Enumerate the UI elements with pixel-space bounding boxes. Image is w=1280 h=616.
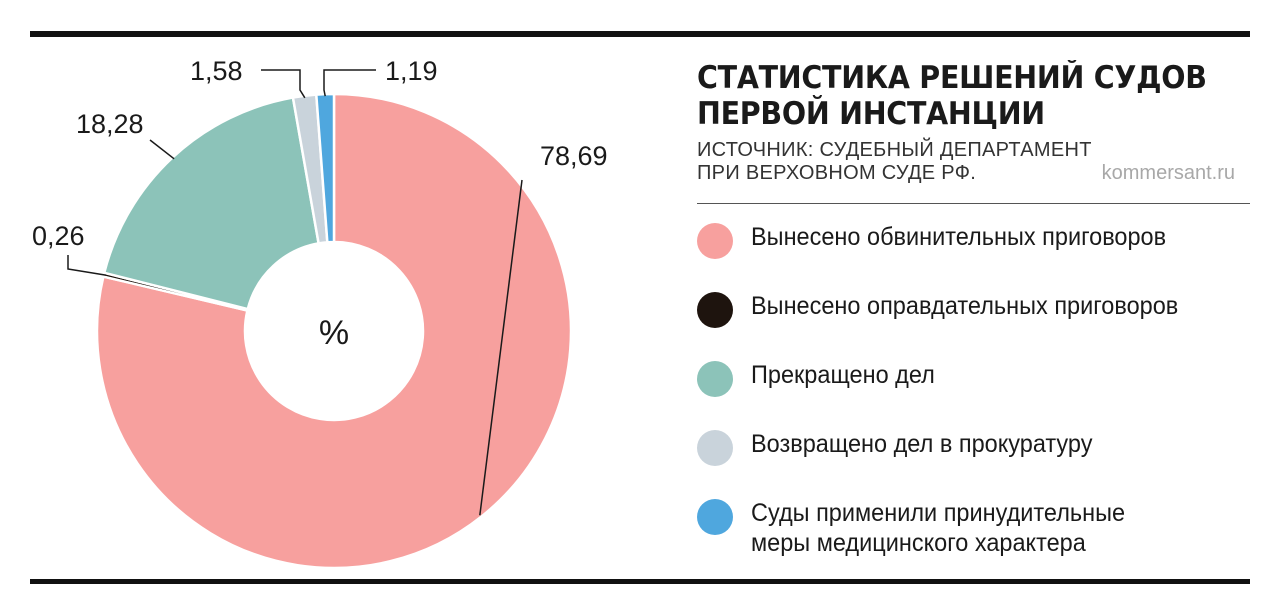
bottom-rule — [30, 579, 1250, 584]
legend-label-line: Прекращено дел — [751, 361, 935, 389]
value-label-convictions: 78,69 — [540, 141, 608, 171]
value-label-terminated: 18,28 — [76, 109, 144, 139]
legend-swatch — [697, 292, 733, 328]
legend-item-terminated: Прекращено дел — [697, 360, 947, 397]
legend-label-line: меры медицинского характера — [751, 529, 1086, 557]
site-credit[interactable]: kommersant.ru — [1101, 162, 1235, 184]
value-label-acquittals: 0,26 — [32, 221, 85, 251]
donut-hole — [245, 242, 423, 420]
chart-source: ИСТОЧНИК: СУДЕБНЫЙ ДЕПАРТАМЕНТ ПРИ ВЕРХО… — [697, 139, 1092, 185]
value-label-medical: 1,19 — [385, 56, 438, 86]
legend-item-medical: Суды применили принудительные меры медиц… — [697, 498, 1149, 558]
legend-item-convictions: Вынесено обвинительных приговоров — [697, 222, 1193, 259]
legend-label: Прекращено дел — [751, 360, 935, 390]
legend-swatch — [697, 499, 733, 535]
header-divider — [697, 203, 1250, 204]
legend-label-line: Вынесено обвинительных приговоров — [751, 223, 1167, 251]
legend-label: Возвращено дел в прокуратуру — [751, 429, 1092, 459]
leader-line — [67, 255, 106, 276]
value-label-returned: 1,58 — [190, 56, 243, 86]
leader-line — [323, 69, 376, 97]
center-label: % — [319, 314, 349, 352]
chart-title-line-1: СТАТИСТИКА РЕШЕНИЙ СУДОВ — [697, 60, 1207, 96]
leader-line — [261, 69, 306, 99]
top-rule — [30, 31, 1250, 37]
legend-label-line: Возвращено дел в прокуратуру — [751, 430, 1093, 458]
legend-label-line: Суды применили принудительные — [751, 499, 1126, 527]
chart-source-line-2: ПРИ ВЕРХОВНОМ СУДЕ РФ. — [697, 162, 977, 184]
chart-title-line-2: ПЕРВОЙ ИНСТАНЦИИ — [697, 96, 1045, 132]
legend-swatch — [697, 361, 733, 397]
legend-swatch — [697, 430, 733, 466]
leader-line — [149, 139, 175, 160]
legend-label: Вынесено обвинительных приговоров — [751, 222, 1166, 252]
legend-label: Суды применили принудительные меры медиц… — [751, 498, 1125, 558]
chart-title: СТАТИСТИКА РЕШЕНИЙ СУДОВ ПЕРВОЙ ИНСТАНЦИ… — [697, 60, 1207, 132]
legend-label-line: Вынесено оправдательных приговоров — [751, 292, 1179, 320]
legend-item-acquittals: Вынесено оправдательных приговоров — [697, 291, 1206, 328]
legend-label: Вынесено оправдательных приговоров — [751, 291, 1178, 321]
chart-source-line-1: ИСТОЧНИК: СУДЕБНЫЙ ДЕПАРТАМЕНТ — [697, 139, 1092, 161]
legend-item-returned: Возвращено дел в прокуратуру — [697, 429, 1114, 466]
legend-swatch — [697, 223, 733, 259]
leader-line — [479, 179, 523, 516]
